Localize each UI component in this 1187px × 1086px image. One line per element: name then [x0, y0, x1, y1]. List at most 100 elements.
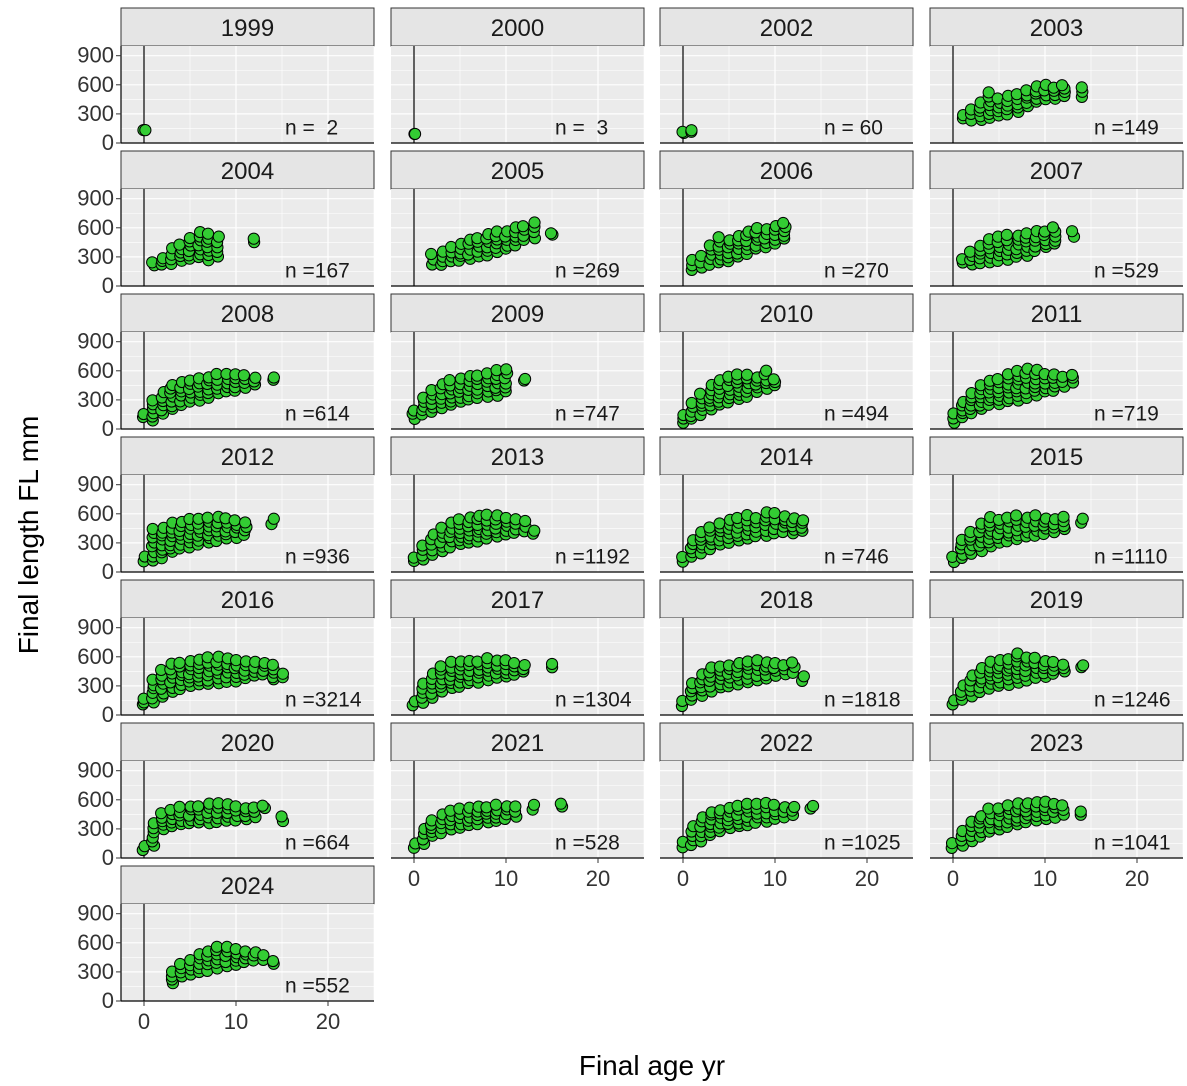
points-group — [946, 647, 1090, 711]
strip-label: 2024 — [221, 873, 274, 900]
points-group — [956, 78, 1089, 127]
data-point — [528, 524, 541, 537]
data-point — [1010, 509, 1023, 522]
strip-background — [659, 579, 914, 619]
strip-label: 2011 — [1031, 301, 1083, 328]
y-tick-label: 0 — [102, 273, 114, 298]
sample-size-label: n =149 — [1094, 116, 1159, 139]
data-point — [544, 227, 558, 240]
y-tick-label: 300 — [77, 530, 114, 555]
x-tick-label: 0 — [677, 866, 689, 891]
points-group — [675, 654, 810, 713]
sample-size-label: n =719 — [1094, 402, 1159, 425]
y-tick-label: 0 — [102, 988, 114, 1013]
facet-panel-2018: 2018 n =1818 — [659, 579, 914, 716]
data-point — [767, 798, 780, 811]
sample-size-label: n =3214 — [285, 688, 362, 711]
sample-size-label: n =1192 — [555, 545, 630, 568]
facet-panel-2003: 2003 n =149 — [929, 7, 1184, 144]
sample-size-label: n =747 — [555, 402, 620, 425]
facet-panel-2015: 2015 n =1110 — [929, 436, 1184, 573]
strip-background — [390, 436, 645, 476]
sample-size-label: n =936 — [285, 545, 350, 568]
data-point — [212, 230, 225, 243]
facet-panel-2019: 2019 n =1246 — [929, 579, 1184, 716]
data-point — [267, 512, 280, 525]
y-tick-label: 900 — [77, 758, 114, 783]
data-point — [1055, 79, 1069, 92]
y-tick-label: 0 — [102, 702, 114, 727]
strip-label: 2010 — [760, 301, 813, 328]
strip-background — [390, 7, 645, 47]
facet-panel-2020: 2020 0 300 600 900 n =664 — [77, 722, 375, 870]
data-point — [767, 373, 780, 386]
sample-size-label: n =269 — [555, 259, 620, 282]
strip-background — [659, 7, 914, 47]
strip-label: 2017 — [491, 587, 544, 614]
data-point — [516, 220, 530, 233]
points-group — [406, 652, 559, 712]
data-point — [1077, 659, 1090, 672]
y-tick-label: 600 — [77, 358, 114, 383]
y-tick-label: 300 — [77, 244, 114, 269]
sample-size-label: n = 3 — [555, 116, 608, 139]
y-tick-label: 600 — [77, 930, 114, 955]
points-group — [165, 940, 280, 990]
strip-background — [390, 722, 645, 762]
y-tick-label: 900 — [77, 329, 114, 354]
strip-background — [929, 436, 1184, 476]
strip-background — [390, 150, 645, 190]
panel-background — [660, 46, 913, 143]
data-point — [1057, 510, 1070, 523]
data-point — [425, 247, 438, 261]
strip-background — [120, 436, 375, 476]
x-tick-label: 10 — [224, 1009, 248, 1034]
data-point — [228, 514, 241, 527]
strip-label: 2015 — [1030, 444, 1083, 471]
strip-label: 2008 — [221, 301, 274, 328]
data-point — [509, 800, 522, 813]
data-point — [1056, 658, 1070, 671]
data-point — [788, 800, 801, 814]
sample-size-label: n =1246 — [1094, 688, 1171, 711]
data-point — [740, 368, 754, 381]
data-point — [1046, 221, 1059, 234]
data-point — [1065, 368, 1079, 382]
strip-background — [659, 722, 914, 762]
data-point — [237, 369, 250, 382]
sample-size-label: n =1304 — [555, 688, 632, 711]
points-group — [407, 508, 541, 568]
strip-background — [120, 579, 375, 619]
strip-label: 2020 — [221, 730, 274, 757]
x-tick-label: 0 — [138, 1009, 150, 1034]
y-tick-label: 900 — [77, 901, 114, 926]
strip-label: 2007 — [1030, 158, 1083, 185]
y-tick-label: 300 — [77, 387, 114, 412]
facet-panel-2013: 2013 n =1192 — [390, 436, 645, 573]
data-point — [173, 800, 186, 813]
data-point — [239, 516, 252, 529]
strip-background — [390, 293, 645, 333]
data-point — [275, 810, 288, 823]
facet-panel-1999: 1999 0 300 600 900 n = 2 — [77, 7, 375, 155]
y-tick-label: 0 — [102, 559, 114, 584]
y-axis-title-group: Final length FL mm — [13, 416, 44, 655]
points-group — [137, 510, 280, 568]
facet-panel-2009: 2009 n =747 — [390, 293, 645, 430]
strip-label: 2006 — [760, 158, 813, 185]
sample-size-label: n =614 — [285, 402, 350, 425]
y-tick-label: 900 — [77, 186, 114, 211]
strip-background — [120, 293, 375, 333]
data-point — [229, 800, 242, 813]
y-tick-label: 0 — [102, 416, 114, 441]
facet-panel-2023: 2023 0 10 20 n =1041 — [929, 722, 1184, 891]
strip-label: 2005 — [491, 158, 544, 185]
data-point — [527, 798, 541, 811]
data-point — [1046, 655, 1060, 669]
sample-size-label: n = 2 — [285, 116, 338, 139]
strip-label: 2009 — [491, 301, 544, 328]
sample-size-label: n =529 — [1094, 259, 1159, 282]
points-group — [676, 124, 698, 139]
data-point — [174, 957, 187, 971]
